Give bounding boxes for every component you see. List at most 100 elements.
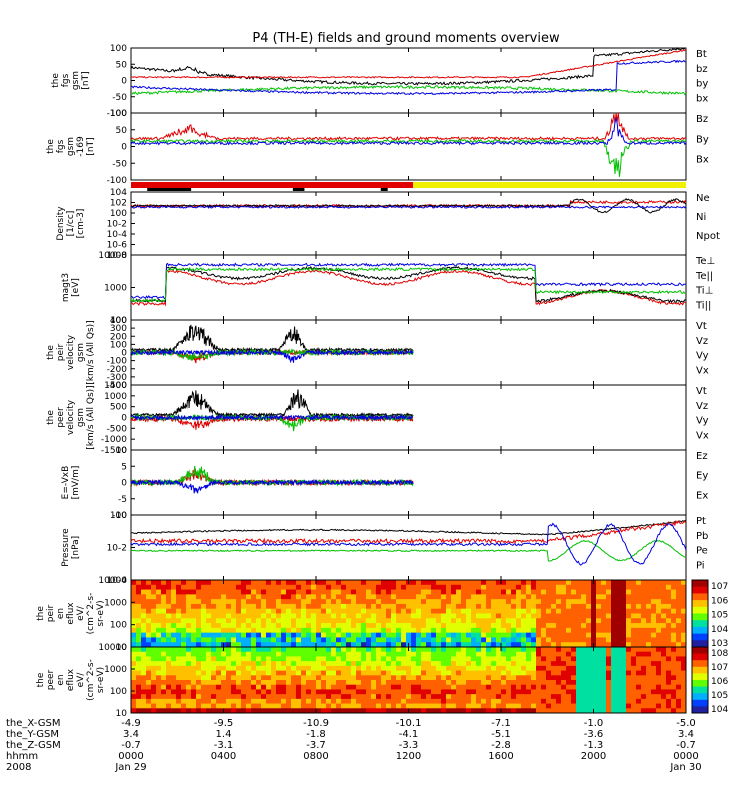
heatmap-cell <box>631 642 637 648</box>
heatmap-cell <box>576 665 582 671</box>
heatmap-cell <box>326 603 332 610</box>
heatmap-cell <box>291 684 297 690</box>
heatmap-cell <box>366 637 372 643</box>
heatmap-cell <box>386 661 392 667</box>
heatmap-cell <box>411 689 417 695</box>
heatmap-cell <box>196 623 202 629</box>
heatmap-cell <box>326 651 332 657</box>
efield-ylabel-line: E=-VxB <box>61 466 71 500</box>
heatmap-cell <box>571 637 577 643</box>
heatmap-cell <box>681 708 687 714</box>
peir_v-legend-0: Vt <box>696 321 707 332</box>
heatmap-cell <box>316 613 322 619</box>
heatmap-cell <box>166 670 172 676</box>
heatmap-cell <box>221 661 227 667</box>
heatmap-cell <box>666 594 672 600</box>
heatmap-cell <box>406 637 412 643</box>
heatmap-cell <box>511 708 517 714</box>
heatmap-cell <box>381 665 387 671</box>
heatmap-cell <box>391 613 397 619</box>
heatmap-cell <box>201 603 207 610</box>
heatmap-cell <box>481 665 487 671</box>
heatmap-cell <box>486 618 492 624</box>
heatmap-cell <box>501 665 507 671</box>
heatmap-cell <box>361 694 367 700</box>
heatmap-cell <box>196 627 202 634</box>
heatmap-cell <box>621 623 627 629</box>
heatmap-cell <box>641 632 647 638</box>
heatmap-cell <box>606 680 612 686</box>
heatmap-cell <box>306 665 312 671</box>
heatmap-cell <box>521 656 527 662</box>
heatmap-cell <box>441 647 447 653</box>
heatmap-cell <box>386 627 392 634</box>
heatmap-cell <box>206 651 212 657</box>
pressure-series-Pt <box>131 519 687 536</box>
heatmap-cell <box>471 608 477 614</box>
heatmap-cell <box>576 589 582 595</box>
heatmap-cell <box>176 589 182 595</box>
heatmap-cell <box>326 675 332 681</box>
heatmap-cell <box>251 698 257 704</box>
heatmap-cell <box>326 665 332 671</box>
xaxis-x-gsm: -4.9 <box>121 718 141 729</box>
heatmap-cell <box>541 623 547 629</box>
heatmap-cell <box>671 680 677 686</box>
heatmap-cell <box>546 613 552 619</box>
heatmap-cell <box>421 647 427 653</box>
heatmap-cell <box>191 594 197 600</box>
heatmap-cell <box>251 642 257 648</box>
heatmap-cell <box>381 689 387 695</box>
heatmap-cell <box>631 689 637 695</box>
heatmap-cell <box>476 642 482 648</box>
heatmap-cell <box>621 684 627 690</box>
heatmap-cell <box>556 584 562 590</box>
heatmap-cell <box>351 594 357 600</box>
peir_v-ytick-label: 0 <box>121 349 127 359</box>
heatmap-cell <box>641 627 647 634</box>
heatmap-cell <box>451 661 457 667</box>
heatmap-cell <box>636 698 642 704</box>
heatmap-cell <box>371 627 377 634</box>
heatmap-cell <box>511 665 517 671</box>
heatmap-cell <box>361 618 367 624</box>
heatmap-cell <box>441 594 447 600</box>
heatmap-cell <box>411 703 417 709</box>
heatmap-cell <box>506 675 512 681</box>
heatmap-cell <box>261 656 267 662</box>
heatmap-cell <box>571 708 577 714</box>
heatmap-cell <box>316 680 322 686</box>
density-ytick-label: 10-8 <box>107 251 128 261</box>
heatmap-cell <box>451 608 457 614</box>
fgs-ytick-label: 100 <box>110 44 127 54</box>
heatmap-cell <box>581 599 587 605</box>
heatmap-cell <box>626 656 632 662</box>
heatmap-cell <box>541 627 547 634</box>
heatmap-cell <box>396 708 402 714</box>
peer_en-ylabel-line: eflux <box>66 668 76 691</box>
heatmap-cell <box>341 608 347 614</box>
heatmap-cell <box>661 670 667 676</box>
heatmap-cell <box>596 651 602 657</box>
heatmap-cell <box>236 594 242 600</box>
heatmap-cell <box>486 656 492 662</box>
heatmap-cell <box>576 599 582 605</box>
heatmap-cell <box>391 684 397 690</box>
heatmap-cell <box>461 661 467 667</box>
heatmap-cell <box>201 698 207 704</box>
heatmap-cell <box>451 656 457 662</box>
heatmap-cell <box>676 703 682 709</box>
heatmap-cell <box>306 694 312 700</box>
heatmap-cell <box>631 698 637 704</box>
heatmap-cell <box>651 608 657 614</box>
heatmap-cell <box>496 613 502 619</box>
xaxis-z-gsm: -0.7 <box>121 740 141 751</box>
heatmap-cell <box>316 703 322 709</box>
heatmap-cell <box>381 694 387 700</box>
heatmap-cell <box>341 694 347 700</box>
fgs-ylabel-line: fgs <box>61 73 71 87</box>
heatmap-cell <box>211 680 217 686</box>
heatmap-cell <box>236 661 242 667</box>
heatmap-cell <box>366 665 372 671</box>
heatmap-cell <box>416 708 422 714</box>
